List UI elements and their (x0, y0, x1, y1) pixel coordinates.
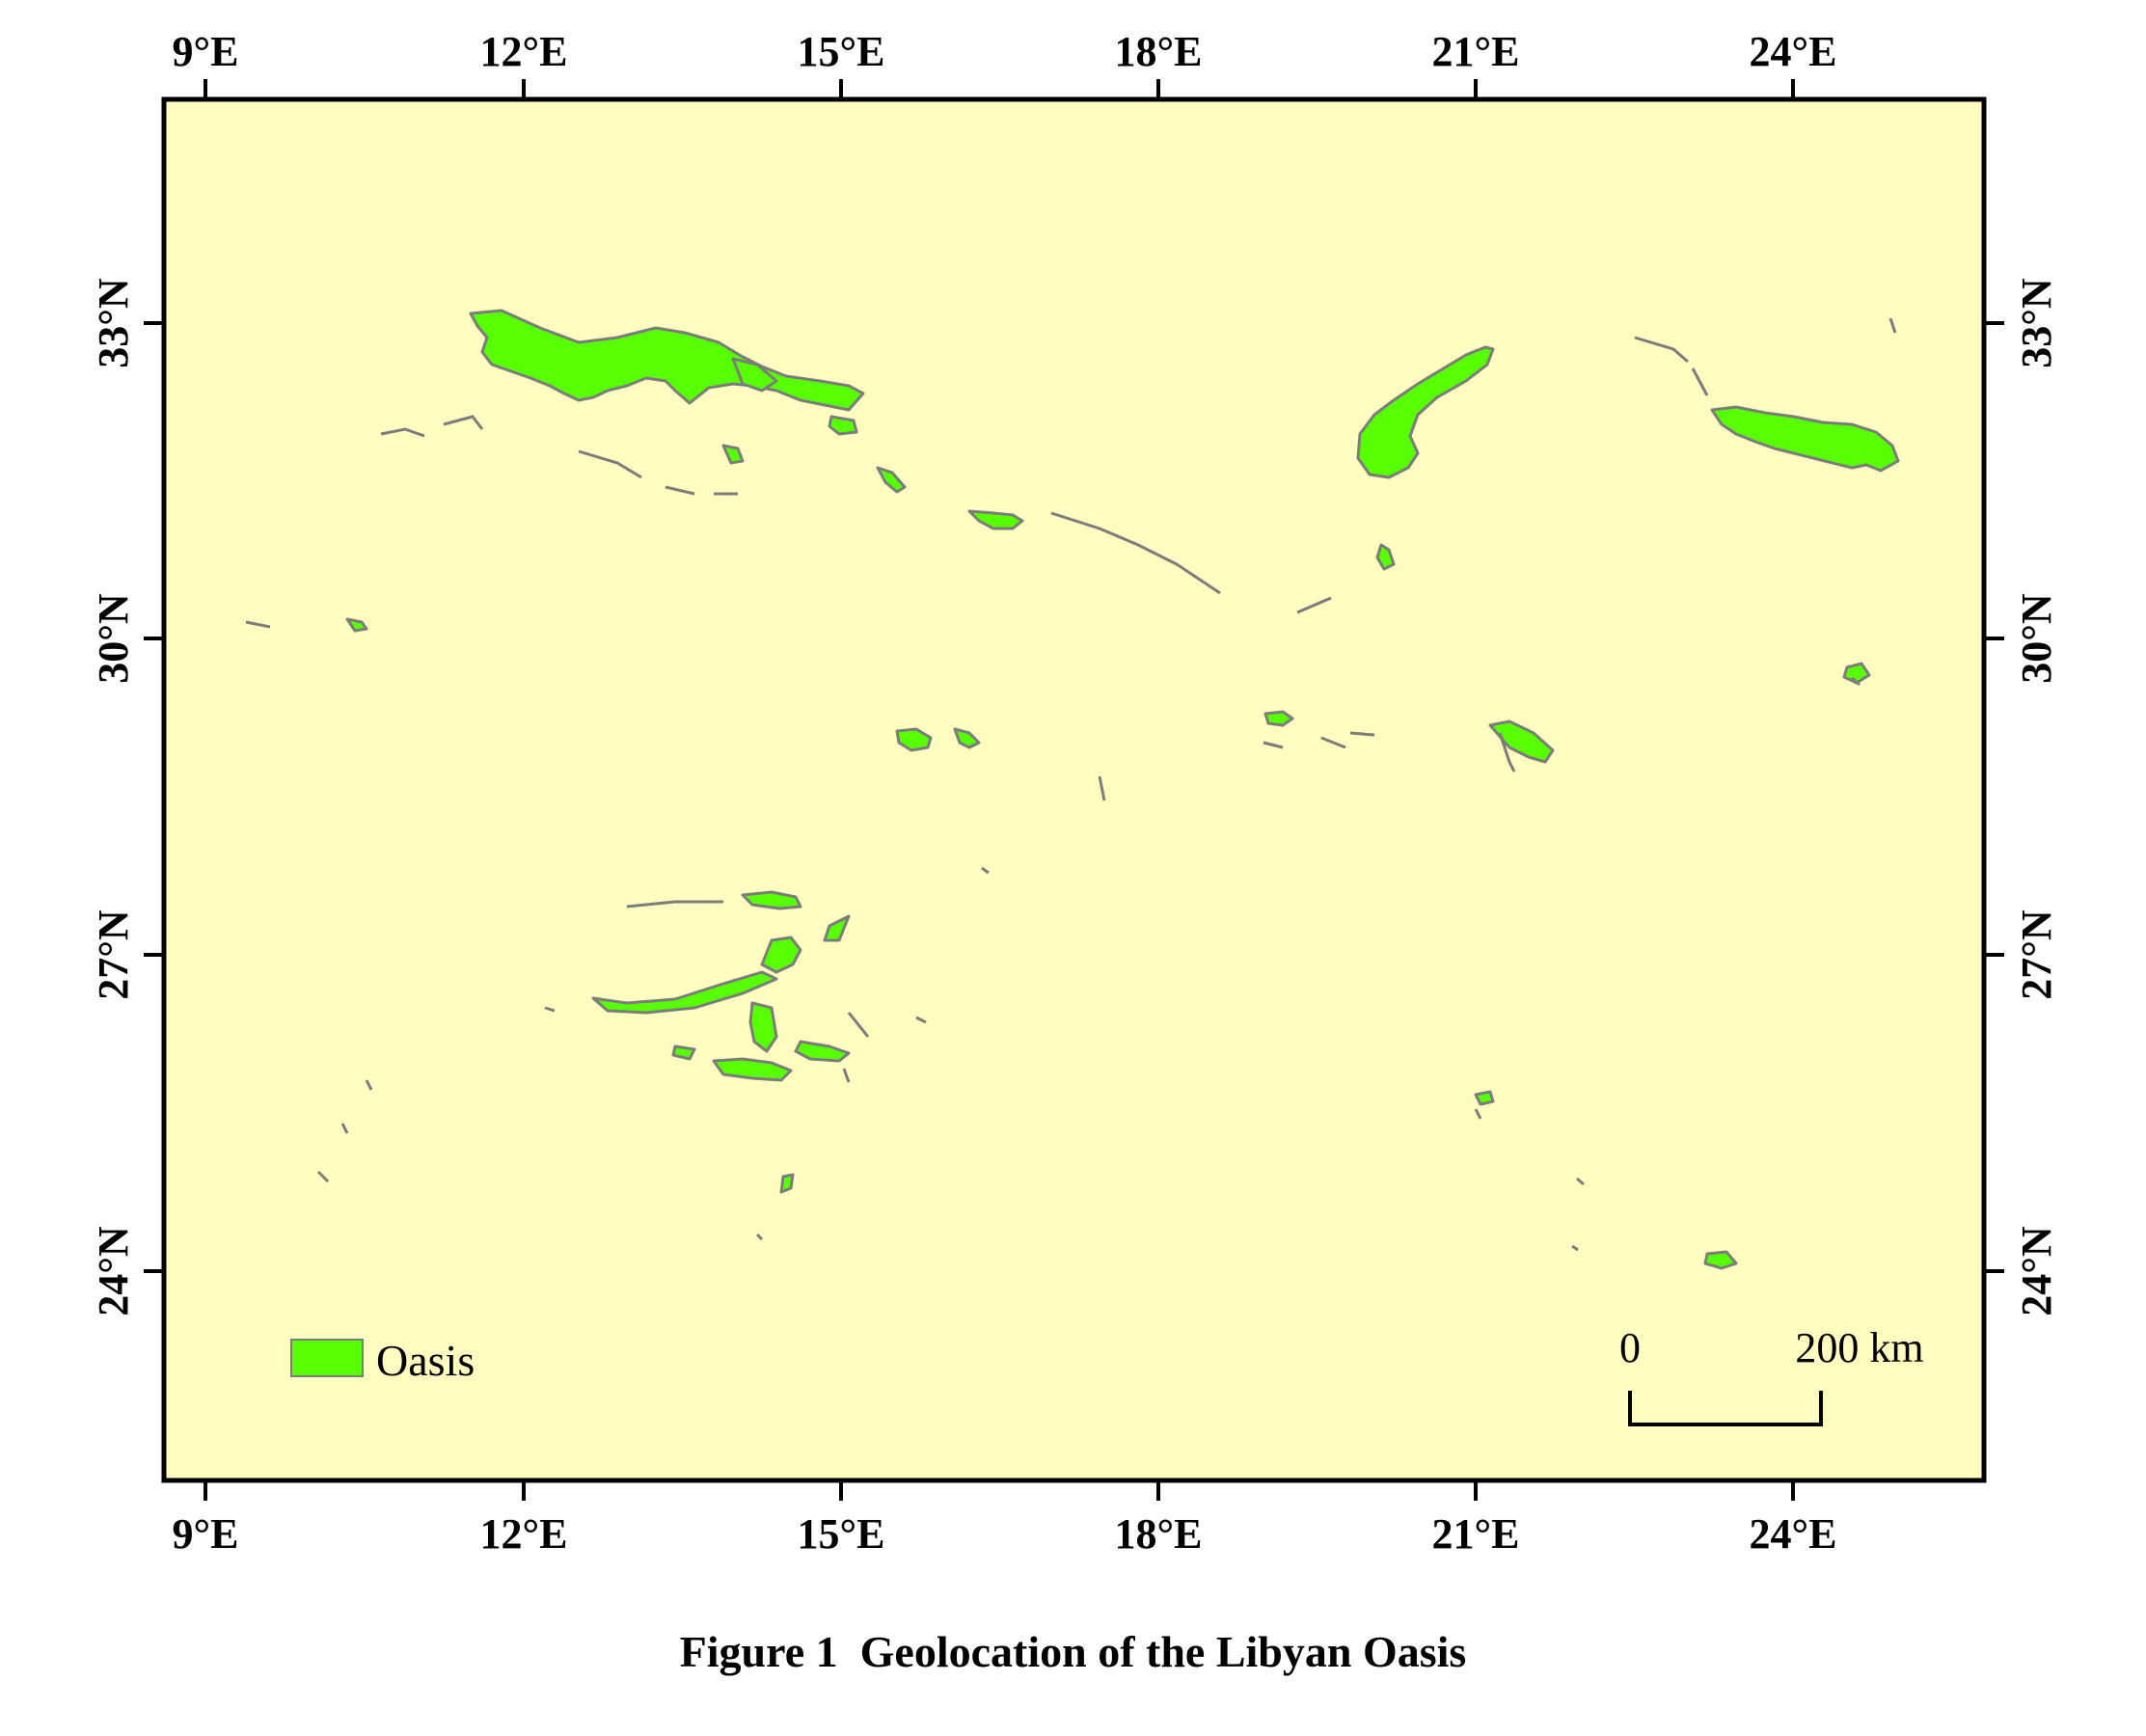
oasis-jefara-east (731, 357, 778, 393)
right-tick-label: 30°N (2013, 593, 2060, 684)
oasis-awjila (1488, 719, 1555, 764)
oasis-bani-walid (876, 466, 907, 494)
scale-bar-line (1628, 1391, 1823, 1426)
oasis-sabha (712, 1057, 793, 1082)
oasis-ghat (779, 1173, 795, 1194)
oasis-sabha-north (741, 890, 802, 910)
bottom-tick-label: 9°E (173, 1510, 239, 1558)
top-axis-labels: 9°E 12°E 15°E 18°E 21°E 24°E (173, 28, 1837, 75)
left-tick-label: 24°N (90, 1226, 137, 1316)
oasis-areas (345, 309, 1900, 1270)
bottom-tick-label: 24°E (1750, 1510, 1837, 1558)
oasis-derna-tobruk (1710, 405, 1900, 473)
top-tick-label: 18°E (1115, 28, 1203, 75)
oasis-jufra-2 (953, 727, 981, 749)
left-tick-label: 33°N (90, 278, 137, 368)
bottom-tick-label: 15°E (798, 1510, 885, 1558)
right-tick-label: 27°N (2013, 909, 2060, 1000)
legend-label-oasis: Oasis (376, 1336, 475, 1385)
bottom-tick-label: 21°E (1432, 1510, 1520, 1558)
oasis-jufra-1 (895, 727, 933, 752)
right-tick-label: 24°N (2013, 1226, 2060, 1316)
legend-swatch-oasis (290, 1339, 364, 1377)
oasis-green-mountain (1356, 345, 1495, 479)
top-tick-label: 15°E (798, 28, 885, 75)
top-tick-label: 12°E (480, 28, 568, 75)
oasis-ghadames (345, 617, 368, 633)
scale-bar: 0 200 km (1619, 1324, 1924, 1426)
oasis-brak (760, 936, 802, 974)
map-frame (161, 96, 1987, 1483)
left-tick-label: 27°N (90, 909, 137, 1000)
right-axis-labels: 33°N 30°N 27°N 24°N (2013, 278, 2060, 1316)
left-axis-labels: 33°N 30°N 27°N 24°N (90, 278, 137, 1316)
oasis-misrata (828, 415, 858, 436)
oasis-ubari (671, 1044, 696, 1061)
legend: Oasis (290, 1336, 475, 1385)
figure-caption: Figure 1 Geolocation of the Libyan Oasis (679, 1627, 1467, 1676)
oasis-wadi-shati (591, 970, 778, 1015)
frame-ticks (144, 79, 2004, 1501)
oasis-wadi-ajal (748, 1001, 778, 1053)
top-tick-label: 21°E (1432, 28, 1520, 75)
oasis-murzuq (794, 1040, 851, 1063)
bottom-tick-label: 18°E (1115, 1510, 1203, 1558)
oasis-specks (245, 317, 1897, 1252)
bottom-axis-labels: 9°E 12°E 15°E 18°E 21°E 24°E (173, 1510, 1837, 1558)
scale-bar-end-label: 200 km (1795, 1324, 1923, 1371)
scale-bar-start-label: 0 (1619, 1324, 1641, 1371)
oasis-kufra (1703, 1250, 1738, 1270)
oasis-jaghbub (1842, 662, 1871, 685)
oasis-sirt-ridge (967, 509, 1024, 530)
oasis-mizda (721, 444, 745, 465)
right-tick-label: 33°N (2013, 278, 2060, 368)
left-tick-label: 30°N (90, 593, 137, 684)
top-tick-label: 24°E (1750, 28, 1837, 75)
oasis-wadi-hayat (823, 914, 851, 942)
bottom-tick-label: 12°E (480, 1510, 568, 1558)
oasis-jalu (1375, 543, 1396, 571)
oasis-tazirbu (1474, 1090, 1495, 1106)
oasis-zella (1263, 710, 1294, 727)
top-tick-label: 9°E (173, 28, 239, 75)
